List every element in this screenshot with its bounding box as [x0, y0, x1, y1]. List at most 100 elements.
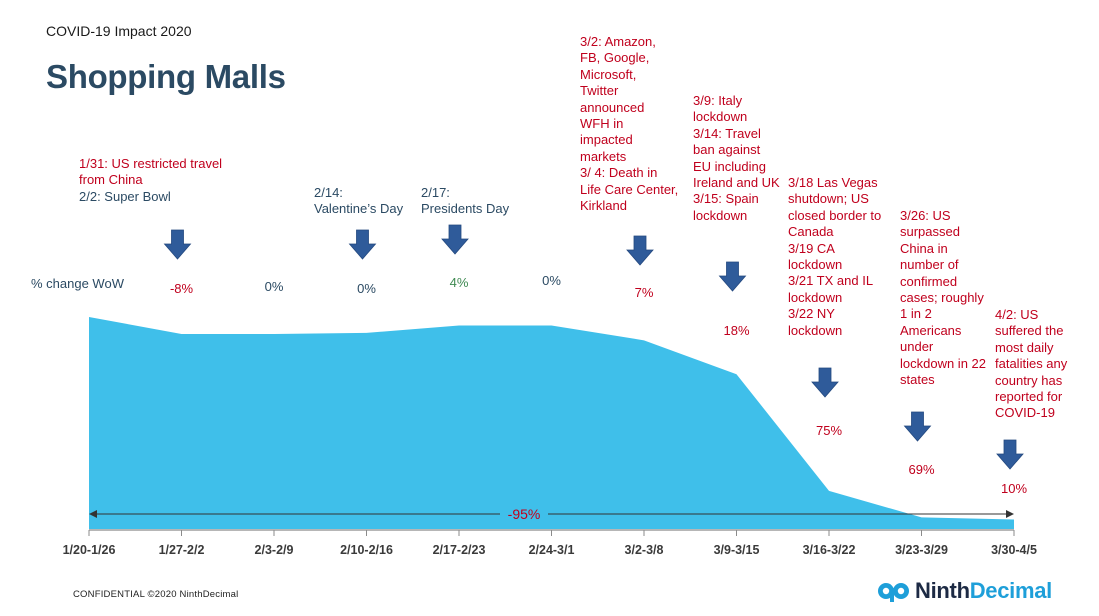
- overall-arrowhead-left: [89, 510, 97, 518]
- annotation-line: lockdown in 22: [900, 355, 986, 371]
- annotation-line: number of: [900, 257, 959, 273]
- annotation-line: lockdown: [693, 207, 748, 223]
- x-tick-label: 2/17-2/23: [433, 543, 486, 557]
- x-tick-label: 1/27-2/2: [159, 543, 205, 557]
- wow-label: 0%: [265, 279, 284, 294]
- annotation-line: 1 in 2: [900, 306, 932, 322]
- annotation-line: Presidents Day: [421, 201, 510, 217]
- annotation-line: closed border to: [788, 207, 882, 223]
- annotation-line: announced: [580, 99, 645, 115]
- annotation-apr2: 4/2: US suffered the most daily fatalities …: [995, 307, 1067, 422]
- annotation-line: reported for: [995, 389, 1063, 405]
- annotation-line: lockdown: [788, 289, 843, 305]
- annotation-line: from China: [79, 172, 143, 188]
- annotation-line: cases; roughly: [900, 290, 984, 306]
- event-arrow-icon: [441, 224, 469, 255]
- event-arrow-icon: [348, 229, 377, 260]
- annotation-line: impacted: [580, 132, 633, 148]
- annotation-line: markets: [580, 148, 627, 164]
- annotation-line: 3/2: Amazon,: [580, 34, 656, 49]
- footer-confidential: CONFIDENTIAL ©2020 NinthDecimal: [73, 589, 239, 600]
- wow-label: 75%: [816, 423, 842, 438]
- event-arrow-icon: [626, 235, 654, 266]
- annotation-line: 3/9: Italy: [693, 93, 743, 108]
- annotation-line: Americans: [900, 322, 962, 338]
- annotation-jan31: 1/31: US restricted travel from China 2/2:…: [79, 156, 222, 205]
- x-tick-label: 3/2-3/8: [625, 543, 664, 557]
- annotation-line: 2/14:: [314, 185, 343, 200]
- x-tick-label: 1/20-1/26: [63, 543, 116, 557]
- wow-label: -8%: [170, 281, 194, 296]
- annotation-line: 2/17:: [421, 185, 450, 200]
- annotation-line: WFH in: [580, 116, 624, 132]
- annotation-line: states: [900, 372, 935, 388]
- annotation-line: shutdown; US: [788, 191, 869, 207]
- annotation-line: surpassed: [900, 224, 960, 240]
- annotation-feb17: 2/17: Presidents Day: [421, 185, 509, 218]
- annotation-line: COVID-19: [995, 405, 1055, 421]
- annotation-line: ban against: [693, 142, 761, 158]
- x-tick-label: 3/9-3/15: [714, 543, 760, 557]
- x-tick-label: 2/3-2/9: [255, 543, 294, 557]
- wow-label: 0%: [542, 273, 561, 288]
- annotation-line: 4/2: US: [995, 307, 1039, 322]
- page-subtitle: COVID-19 Impact 2020: [46, 23, 192, 39]
- event-arrow-icon: [996, 439, 1024, 470]
- x-tick-label: 3/23-3/29: [895, 543, 948, 557]
- annotation-line: most daily: [995, 339, 1054, 355]
- x-tick-label: 3/30-4/5: [991, 543, 1037, 557]
- ninthdecimal-logo: NinthDecimal: [877, 576, 1052, 606]
- annotation-line: 3/26: US: [900, 208, 951, 223]
- annotation-line: lockdown: [788, 257, 843, 273]
- overall-change-label: -95%: [508, 506, 541, 522]
- area-series: [89, 317, 1014, 529]
- x-tick-label: 2/24-3/1: [529, 543, 575, 557]
- annotation-mar9: 3/9: Italy lockdown 3/14: Travel ban agains…: [693, 93, 780, 224]
- annotation-line: 3/18 Las Vegas: [788, 175, 878, 190]
- event-arrow-icon: [903, 411, 932, 442]
- annotation-line: China in: [900, 240, 948, 256]
- annotation-line: suffered the: [995, 323, 1064, 339]
- annotation-line: 3/19 CA: [788, 240, 835, 256]
- annotation-line: 1/31: US restricted travel: [79, 156, 223, 171]
- annotation-line: 2/2: Super Bowl: [79, 188, 171, 204]
- wow-row-label: % change WoW: [31, 276, 124, 291]
- annotation-line: Canada: [788, 224, 834, 240]
- annotation-line: Twitter: [580, 83, 619, 99]
- page-title: Shopping Malls: [46, 58, 286, 95]
- logo-text-decimal: Decimal: [969, 578, 1053, 603]
- annotation-line: 3/22 NY: [788, 306, 835, 322]
- annotation-line: Microsoft,: [580, 66, 637, 82]
- wow-label: 4%: [450, 275, 469, 290]
- annotation-mar2: 3/2: Amazon, FB, Google, Microsoft, Twitter…: [580, 34, 678, 214]
- x-tick-label: 3/16-3/22: [803, 543, 856, 557]
- annotation-line: 3/15: Spain: [693, 191, 759, 207]
- annotation-line: Life Care Center,: [580, 181, 679, 197]
- annotation-line: confirmed: [900, 273, 958, 289]
- annotation-line: Ireland and UK: [693, 175, 780, 191]
- x-tick-label: 2/10-2/16: [340, 543, 393, 557]
- annotation-line: Valentine’s Day: [314, 201, 404, 217]
- event-arrow-icon: [163, 229, 192, 260]
- wow-label: 10%: [1001, 481, 1027, 496]
- annotation-line: country has: [995, 372, 1063, 388]
- annotation-feb14: 2/14: Valentine’s Day: [314, 185, 403, 218]
- annotation-mar26: 3/26: US surpassed China in number of confir…: [900, 208, 986, 388]
- wow-label: 18%: [723, 323, 749, 338]
- ninthdecimal-logo-icon: [878, 583, 909, 602]
- wow-label: 7%: [635, 285, 654, 300]
- annotation-line: under: [900, 339, 934, 355]
- annotation-line: EU including: [693, 158, 766, 174]
- annotation-line: lockdown: [788, 322, 843, 338]
- annotation-line: FB, Google,: [580, 50, 650, 66]
- annotation-line: Kirkland: [580, 198, 627, 214]
- annotation-line: lockdown: [693, 109, 748, 125]
- wow-label: 69%: [908, 462, 934, 477]
- event-arrow-icon: [718, 261, 747, 292]
- annotation-mar18: 3/18 Las Vegas shutdown; US closed border …: [788, 175, 881, 339]
- annotation-line: 3/21 TX and IL: [788, 273, 874, 289]
- annotation-line: fatalities any: [995, 356, 1068, 372]
- annotation-line: 3/14: Travel: [693, 125, 761, 141]
- wow-label: 0%: [357, 281, 376, 296]
